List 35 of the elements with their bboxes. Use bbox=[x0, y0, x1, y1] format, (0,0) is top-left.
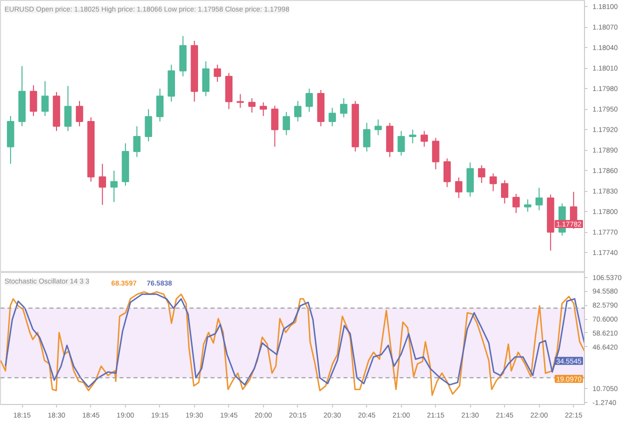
candlestick bbox=[41, 80, 49, 116]
candlestick bbox=[444, 158, 451, 188]
candlestick bbox=[30, 84, 38, 116]
candlestick bbox=[398, 130, 405, 156]
candlestick bbox=[110, 170, 118, 203]
candlestick bbox=[98, 163, 106, 206]
candlestick bbox=[512, 193, 520, 214]
candlestick bbox=[535, 187, 543, 211]
candlestick bbox=[478, 164, 486, 184]
candlestick bbox=[466, 162, 474, 198]
candlestick bbox=[409, 129, 416, 144]
candlestick bbox=[374, 118, 382, 136]
candlestick bbox=[501, 180, 508, 204]
candlestick bbox=[420, 130, 428, 148]
candlestick bbox=[248, 98, 256, 114]
candlestick bbox=[432, 137, 440, 170]
candlestick bbox=[260, 102, 267, 116]
candlestick bbox=[294, 100, 302, 122]
candlestick bbox=[306, 88, 313, 112]
candlestick bbox=[340, 98, 348, 118]
candlestick bbox=[76, 100, 84, 127]
candlestick bbox=[490, 172, 497, 192]
candlestick bbox=[156, 88, 164, 122]
candlestick bbox=[455, 177, 462, 199]
candlestick bbox=[133, 126, 141, 158]
candlestick bbox=[236, 94, 244, 108]
candlestick bbox=[271, 105, 278, 148]
candlestick bbox=[144, 108, 152, 142]
candlestick bbox=[524, 198, 532, 212]
candlestick bbox=[363, 122, 370, 152]
candlestick bbox=[64, 85, 72, 132]
candlestick bbox=[282, 111, 290, 136]
candlestick bbox=[214, 64, 222, 82]
candlestick bbox=[202, 60, 210, 97]
candlestick bbox=[328, 107, 336, 127]
